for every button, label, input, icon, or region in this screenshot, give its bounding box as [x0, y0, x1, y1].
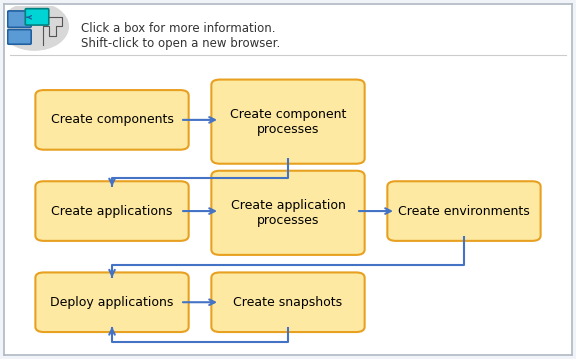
- Text: Create applications: Create applications: [51, 205, 173, 218]
- FancyBboxPatch shape: [35, 90, 189, 150]
- Text: Create snapshots: Create snapshots: [233, 296, 343, 309]
- Text: Deploy applications: Deploy applications: [50, 296, 174, 309]
- Text: Click a box for more information.: Click a box for more information.: [81, 22, 275, 35]
- Text: Create components: Create components: [51, 113, 173, 126]
- FancyBboxPatch shape: [387, 181, 541, 241]
- FancyBboxPatch shape: [211, 272, 365, 332]
- Text: Create application
processes: Create application processes: [230, 199, 346, 227]
- FancyBboxPatch shape: [211, 171, 365, 255]
- FancyBboxPatch shape: [35, 181, 189, 241]
- Text: Create environments: Create environments: [398, 205, 530, 218]
- Text: Shift-click to open a new browser.: Shift-click to open a new browser.: [81, 37, 280, 50]
- FancyBboxPatch shape: [211, 80, 365, 164]
- FancyBboxPatch shape: [35, 272, 189, 332]
- Text: Create component
processes: Create component processes: [230, 108, 346, 136]
